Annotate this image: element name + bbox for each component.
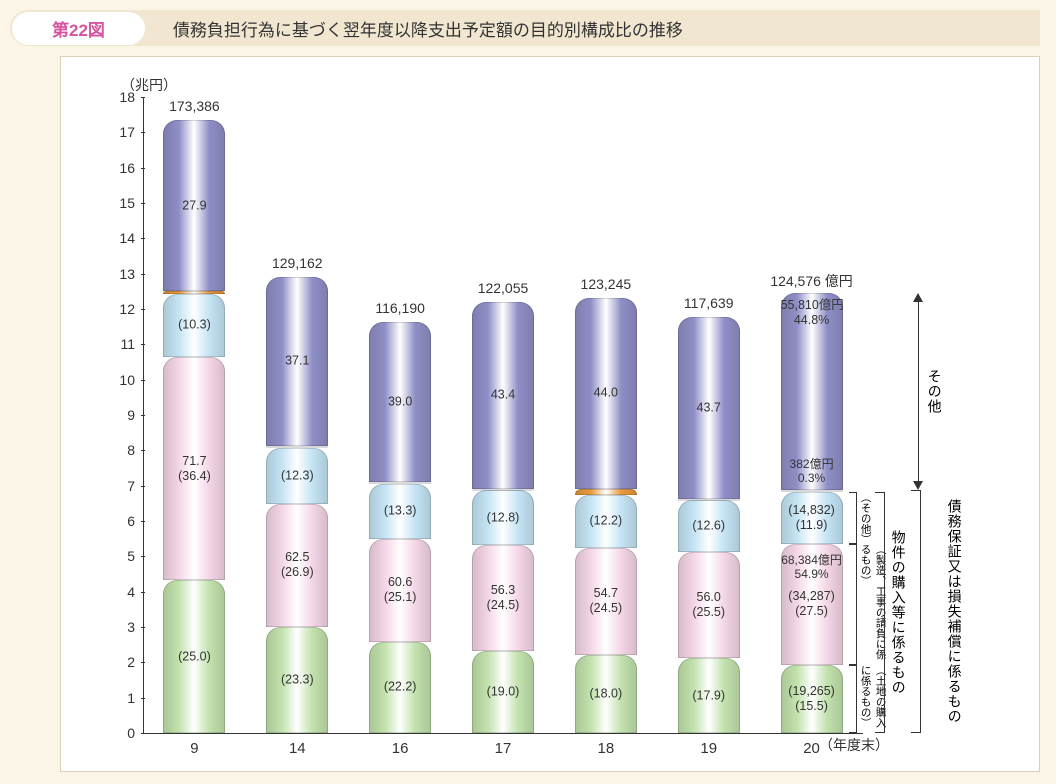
y-tick-label: 15 [111, 195, 135, 211]
annotation-guar-value: 382億円 0.3% [781, 458, 843, 486]
segment-label: (10.3) [163, 318, 225, 333]
y-tick-label: 14 [111, 230, 135, 246]
y-tick-label: 18 [111, 89, 135, 105]
y-tick-label: 3 [111, 619, 135, 635]
segment-label: (18.0) [575, 686, 637, 701]
y-tick-label: 13 [111, 266, 135, 282]
segment-label: (22.2) [369, 680, 431, 695]
segment-label: (19.0) [472, 685, 534, 700]
segment-label: 62.5 (26.9) [266, 550, 328, 580]
y-tick-label: 10 [111, 372, 135, 388]
annotation-guar-label: 債務保証又は損失補償に係るもの [945, 490, 965, 733]
segment-label: (19,265) (15.5) [781, 684, 843, 714]
y-tick-label: 1 [111, 690, 135, 706]
segment-label: (12.6) [678, 519, 740, 534]
bar-total-label: 124,576 億円 [757, 271, 867, 291]
x-tick-label: 16 [392, 740, 409, 757]
bar-segment-guar [472, 489, 534, 491]
segment-label: (34,287) (27.5) [781, 589, 843, 619]
x-tick-label: 18 [598, 740, 615, 757]
segment-label: 43.7 [678, 400, 740, 415]
bar-total-label: 173,386 [139, 98, 249, 114]
y-tick-label: 8 [111, 442, 135, 458]
figure-title: 債務負担行為に基づく翌年度以降支出予定額の目的別構成比の推移 [173, 16, 683, 41]
segment-label: 71.7 (36.4) [163, 454, 225, 484]
y-tick-label: 0 [111, 725, 135, 741]
bar-segment-guar [163, 291, 225, 293]
segment-label: 37.1 [266, 354, 328, 369]
bar-segment-guar [781, 490, 843, 492]
figure-number-badge: 第22図 [12, 12, 145, 45]
bar-segment-guar [369, 482, 431, 484]
segment-label: 27.9 [163, 198, 225, 213]
bar-total-label: 129,162 [242, 255, 352, 271]
y-tick-label: 2 [111, 654, 135, 670]
arrow-up-icon [913, 293, 923, 302]
segment-label: (23.3) [266, 672, 328, 687]
bar-segment-guar [575, 489, 637, 495]
x-axis-line [143, 733, 863, 734]
y-tick-label: 4 [111, 584, 135, 600]
annotation-goods-value: 68,384億円 54.9% [781, 554, 843, 582]
segment-label: (12.3) [266, 468, 328, 483]
y-tick-label: 11 [111, 336, 135, 352]
segment-label: 55,810億円 44.8% [781, 298, 843, 328]
annotation-sub-other: （その他） [859, 492, 874, 544]
bar-segment-guar [678, 499, 740, 501]
bar-total-label: 117,639 [654, 295, 764, 311]
y-tick-label: 16 [111, 160, 135, 176]
y-tick-label: 12 [111, 301, 135, 317]
y-tick-label: 7 [111, 478, 135, 494]
x-tick-label: 17 [495, 740, 512, 757]
bar-total-label: 122,055 [448, 280, 558, 296]
chart-frame: （兆円） 0123456789101112131415161718 (25.0)… [60, 56, 1040, 772]
segment-label: 60.6 (25.1) [369, 575, 431, 605]
segment-label: (25.0) [163, 649, 225, 664]
segment-label: 39.0 [369, 395, 431, 410]
segment-label: 44.0 [575, 386, 637, 401]
x-axis-caption: （年度末） [819, 735, 889, 755]
bar-segment-guar [266, 446, 328, 448]
x-tick-label: 19 [700, 740, 717, 757]
segment-label: (12.8) [472, 510, 534, 525]
y-tick-label: 5 [111, 548, 135, 564]
x-tick-label: 14 [289, 740, 306, 757]
annotation-goods-label: 物件の購入等に係るもの [889, 492, 909, 733]
figure-header: 第22図 債務負担行為に基づく翌年度以降支出予定額の目的別構成比の推移 [10, 10, 1040, 46]
segment-label: 54.7 (24.5) [575, 586, 637, 616]
arrow-down-icon [913, 481, 923, 490]
segment-label: 56.0 (25.5) [678, 590, 740, 620]
segment-label: (12.2) [575, 514, 637, 529]
segment-label: (14,832) (11.9) [781, 503, 843, 533]
annotation-other-label: その他 [925, 293, 945, 490]
y-tick-label: 17 [111, 124, 135, 140]
x-tick-label: 9 [190, 740, 198, 757]
y-tick-label: 6 [111, 513, 135, 529]
segment-label: 43.4 [472, 388, 534, 403]
segment-label: (13.3) [369, 504, 431, 519]
segment-label: 56.3 (24.5) [472, 583, 534, 613]
bar-total-label: 123,245 [551, 276, 661, 292]
segment-label: (17.9) [678, 688, 740, 703]
y-tick-label: 9 [111, 407, 135, 423]
x-tick-label: 20 [803, 740, 820, 757]
bar-total-label: 116,190 [345, 300, 455, 316]
